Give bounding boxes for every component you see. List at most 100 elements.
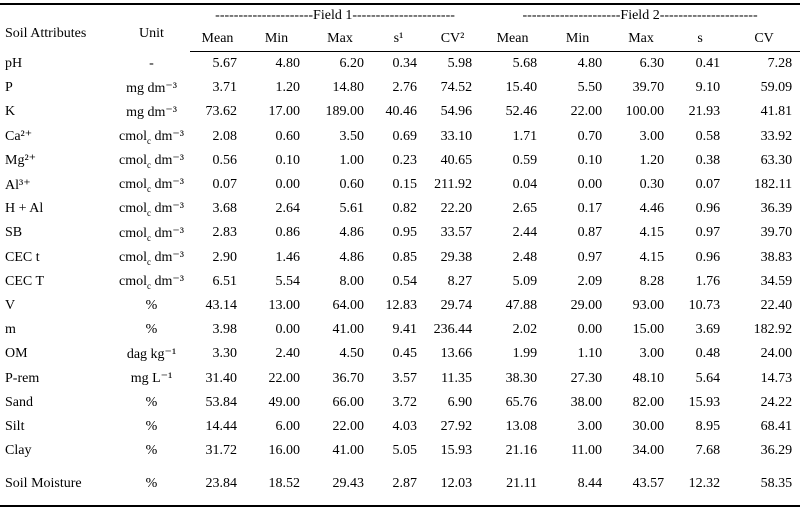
value-cell: 39.70 <box>760 225 793 241</box>
value-cell: 8.95 <box>695 418 721 434</box>
value-cell: 6.00 <box>275 418 301 434</box>
column-header: s¹ <box>372 27 425 52</box>
value-cell: 39.70 <box>632 80 665 96</box>
value-cell: 29.00 <box>570 297 603 313</box>
value-cell: 0.34 <box>392 56 418 72</box>
value-cell: 189.00 <box>325 104 365 120</box>
value-cell: 1.71 <box>512 128 538 144</box>
value-cell: 100.00 <box>625 104 665 120</box>
value-cell: 0.60 <box>275 128 301 144</box>
value-cell: 40.65 <box>440 152 473 168</box>
value-cell: 0.41 <box>695 56 721 72</box>
value-cell: 5.09 <box>512 273 538 289</box>
value-cell: 29.43 <box>332 476 365 492</box>
unit-part: dm⁻³ <box>151 225 184 241</box>
value-cell: 1.99 <box>512 346 538 362</box>
value-cell: 48.10 <box>632 370 665 386</box>
unit-cell: dag kg⁻¹ <box>126 346 177 362</box>
value-cell: 8.28 <box>639 273 665 289</box>
value-cell: 33.57 <box>440 225 473 241</box>
value-cell: 0.45 <box>392 346 418 362</box>
unit-cell: % <box>145 443 158 459</box>
unit-part: c <box>147 159 151 170</box>
value-cell: 93.00 <box>632 297 665 313</box>
attribute-cell: OM <box>5 346 28 362</box>
value-cell: 5.61 <box>339 201 365 217</box>
unit-cell: cmolc dm⁻³ <box>113 149 190 173</box>
unit-part: cmol <box>119 273 147 289</box>
value-cell: 53.84 <box>205 394 238 410</box>
value-cell: 29.38 <box>440 249 473 265</box>
column-header: Min <box>245 27 308 52</box>
table-row: OM dag kg⁻¹ 3.30 2.40 4.50 0.45 13.66 1.99 1.10 3… <box>0 342 800 366</box>
unit-part: dm⁻³ <box>151 249 184 265</box>
value-cell: 5.98 <box>447 56 473 72</box>
value-cell: 38.83 <box>760 249 793 265</box>
table-row: Silt% 14.44 6.00 22.00 4.03 27.92 13.08 3.00 30.… <box>0 415 800 439</box>
value-cell: 9.10 <box>695 80 721 96</box>
value-cell: 68.41 <box>760 418 793 434</box>
value-cell: 3.00 <box>639 128 665 144</box>
value-cell: 15.00 <box>632 322 665 338</box>
unit-part: cmol <box>119 177 147 193</box>
value-cell: 0.00 <box>275 322 301 338</box>
table-row: CEC T cmolc dm⁻³ 6.51 5.54 8.00 0.54 8.27 5.09 2… <box>0 270 800 294</box>
column-header: Mean <box>190 27 245 52</box>
value-cell: 24.22 <box>760 394 793 410</box>
value-cell: 63.30 <box>760 152 793 168</box>
attribute-cell: CEC t <box>5 249 40 265</box>
value-cell: 6.90 <box>447 394 473 410</box>
value-cell: 0.97 <box>577 249 603 265</box>
value-cell: 0.86 <box>275 225 301 241</box>
value-cell: 182.11 <box>754 177 793 193</box>
value-cell: 41.81 <box>760 104 793 120</box>
table-row: Soil Moisture% 23.84 18.52 29.43 2.87 12.03 21… <box>0 463 800 506</box>
value-cell: 58.35 <box>760 476 793 492</box>
value-cell: 24.00 <box>760 346 793 362</box>
attribute-cell: CEC T <box>5 273 45 289</box>
value-cell: 0.00 <box>577 322 603 338</box>
value-cell: 66.00 <box>332 394 365 410</box>
value-cell: 15.40 <box>505 80 538 96</box>
value-cell: 2.44 <box>512 225 538 241</box>
value-cell: 5.68 <box>512 56 538 72</box>
unit-cell: mg L⁻¹ <box>130 371 173 387</box>
value-cell: 5.05 <box>392 443 418 459</box>
value-cell: 0.10 <box>577 152 603 168</box>
value-cell: 12.32 <box>688 476 721 492</box>
table-row: V% 43.14 13.00 64.00 12.83 29.74 47.88 29.00 93.… <box>0 294 800 318</box>
unit-part: cmol <box>119 128 147 144</box>
value-cell: 41.00 <box>332 443 365 459</box>
value-cell: 0.69 <box>392 128 418 144</box>
value-cell: 0.56 <box>212 152 238 168</box>
table-row: pH - 5.67 4.80 6.20 0.34 5.98 5.68 4.80 6.30 0.41 7… <box>0 52 800 77</box>
group-header: ---------------------Field 1------------… <box>215 8 455 23</box>
value-cell: 0.58 <box>695 128 721 144</box>
attribute-cell: Silt <box>5 418 25 434</box>
value-cell: 23.84 <box>205 476 238 492</box>
value-cell: 4.15 <box>639 225 665 241</box>
value-cell: 0.30 <box>639 177 665 193</box>
value-cell: 2.87 <box>392 476 418 492</box>
unit-part: c <box>147 208 151 219</box>
group-header: ---------------------Field 2------------… <box>522 8 758 23</box>
value-cell: 18.52 <box>268 476 301 492</box>
value-cell: 1.20 <box>275 80 301 96</box>
unit-part: c <box>147 135 151 146</box>
value-cell: 4.80 <box>577 56 603 72</box>
value-cell: 1.76 <box>695 273 721 289</box>
attribute-cell: pH <box>5 55 23 71</box>
value-cell: 1.20 <box>639 152 665 168</box>
value-cell: 3.98 <box>212 322 238 338</box>
value-cell: 2.65 <box>512 201 538 217</box>
value-cell: 52.46 <box>505 104 538 120</box>
value-cell: 2.08 <box>212 128 238 144</box>
unit-part: cmol <box>119 249 147 265</box>
value-cell: 17.00 <box>268 104 301 120</box>
header-cell: Unit <box>139 26 164 42</box>
value-cell: 15.93 <box>688 394 721 410</box>
column-header: CV² <box>425 27 481 52</box>
value-cell: 5.64 <box>695 370 721 386</box>
table-row: P-rem mg L⁻¹ 31.40 22.00 36.70 3.57 11.35 38.30… <box>0 366 800 390</box>
